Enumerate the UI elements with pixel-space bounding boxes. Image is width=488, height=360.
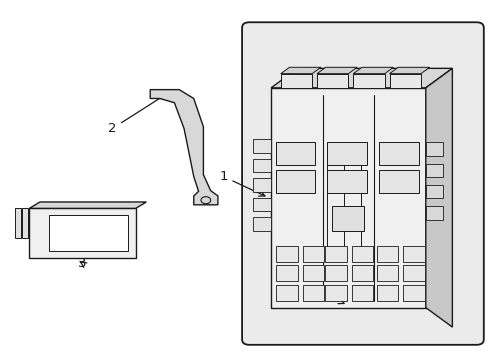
Polygon shape xyxy=(49,215,128,251)
Polygon shape xyxy=(378,170,418,193)
Polygon shape xyxy=(252,217,270,231)
Polygon shape xyxy=(327,142,366,165)
Polygon shape xyxy=(351,265,373,281)
Polygon shape xyxy=(378,142,418,165)
Polygon shape xyxy=(403,246,424,261)
Polygon shape xyxy=(351,246,373,261)
Polygon shape xyxy=(316,67,356,74)
Polygon shape xyxy=(275,170,315,193)
Polygon shape xyxy=(29,202,146,208)
Polygon shape xyxy=(252,178,270,192)
Polygon shape xyxy=(325,265,346,281)
Polygon shape xyxy=(425,68,451,327)
Polygon shape xyxy=(403,265,424,281)
Polygon shape xyxy=(376,246,398,261)
Polygon shape xyxy=(275,265,297,281)
Polygon shape xyxy=(327,170,366,193)
Polygon shape xyxy=(425,164,442,177)
Polygon shape xyxy=(302,246,324,261)
Text: 1: 1 xyxy=(219,170,264,196)
Polygon shape xyxy=(275,284,297,301)
Polygon shape xyxy=(270,68,451,88)
Polygon shape xyxy=(150,90,218,205)
Polygon shape xyxy=(425,143,442,156)
Polygon shape xyxy=(302,284,324,301)
Polygon shape xyxy=(252,139,270,153)
Polygon shape xyxy=(376,265,398,281)
Polygon shape xyxy=(325,284,346,301)
Polygon shape xyxy=(29,208,136,258)
Polygon shape xyxy=(351,284,373,301)
Polygon shape xyxy=(252,198,270,211)
Polygon shape xyxy=(325,246,346,261)
Polygon shape xyxy=(275,246,297,261)
Text: 4: 4 xyxy=(329,292,344,305)
Polygon shape xyxy=(275,142,315,165)
Polygon shape xyxy=(302,265,324,281)
Polygon shape xyxy=(389,67,429,74)
Polygon shape xyxy=(332,206,363,231)
Polygon shape xyxy=(352,74,384,88)
Text: 3: 3 xyxy=(78,257,87,270)
Polygon shape xyxy=(280,67,320,74)
Polygon shape xyxy=(15,208,20,238)
Polygon shape xyxy=(352,67,393,74)
Text: 2: 2 xyxy=(108,94,166,135)
Polygon shape xyxy=(376,284,398,301)
Polygon shape xyxy=(389,74,420,88)
Polygon shape xyxy=(425,206,442,220)
Polygon shape xyxy=(316,74,348,88)
Polygon shape xyxy=(425,185,442,198)
Polygon shape xyxy=(403,284,424,301)
FancyBboxPatch shape xyxy=(242,22,483,345)
Polygon shape xyxy=(270,88,425,307)
Polygon shape xyxy=(280,74,311,88)
Polygon shape xyxy=(22,208,28,238)
Polygon shape xyxy=(252,159,270,172)
